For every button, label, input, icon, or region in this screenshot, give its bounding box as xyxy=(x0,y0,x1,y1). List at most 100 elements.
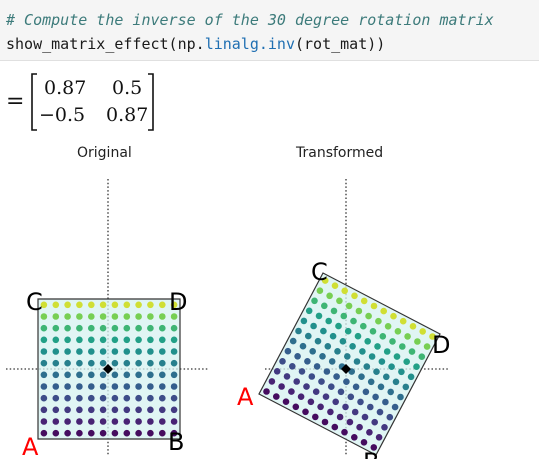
grid-point xyxy=(111,383,119,390)
grid-point xyxy=(299,342,307,350)
grid-point xyxy=(402,383,410,391)
grid-point xyxy=(123,383,131,390)
grid-point xyxy=(307,398,315,406)
grid-point xyxy=(360,322,367,330)
grid-point xyxy=(414,338,421,345)
grid-point xyxy=(366,429,373,436)
grid-point xyxy=(354,332,362,340)
grid-point xyxy=(305,307,313,315)
grid-point xyxy=(170,336,178,344)
grid-point xyxy=(99,394,107,402)
grid-point xyxy=(99,371,107,379)
grid-point xyxy=(292,403,300,411)
grid-point xyxy=(123,324,131,332)
grid-point xyxy=(329,332,337,340)
grid-point xyxy=(408,348,416,355)
grid-point xyxy=(147,383,154,390)
grid-point xyxy=(40,336,48,344)
grid-point xyxy=(76,394,83,402)
grid-point xyxy=(397,393,404,401)
grid-point xyxy=(170,394,178,402)
grid-point xyxy=(319,353,326,360)
grid-point xyxy=(332,398,339,406)
grid-point xyxy=(336,413,344,421)
grid-point xyxy=(135,313,142,320)
grid-point xyxy=(318,378,325,385)
grid-point xyxy=(64,406,71,414)
grid-point xyxy=(310,322,317,330)
grid-point xyxy=(40,429,48,437)
grid-point xyxy=(336,297,343,305)
grid-point xyxy=(76,359,83,367)
matrix-display: 0.87 0.5 −0.5 0.87 xyxy=(30,72,156,132)
grid-point xyxy=(123,371,131,379)
corner-label-a: A xyxy=(22,433,39,459)
grid-point xyxy=(284,347,292,355)
grid-point xyxy=(147,429,154,437)
grid-point xyxy=(351,408,359,416)
grid-point xyxy=(328,383,335,390)
grid-point xyxy=(40,348,48,355)
grid-point xyxy=(342,403,349,411)
grid-point xyxy=(273,393,280,400)
grid-point xyxy=(360,297,368,305)
grid-point xyxy=(64,336,71,344)
grid-point xyxy=(52,394,60,402)
grid-point xyxy=(367,378,375,386)
grid-point xyxy=(343,378,350,385)
grid-point xyxy=(76,418,83,425)
grid-point xyxy=(314,337,322,345)
grid-point xyxy=(399,317,407,325)
grid-point xyxy=(344,327,352,335)
grid-point xyxy=(321,302,328,310)
grid-point xyxy=(99,301,107,309)
grid-point xyxy=(294,353,301,360)
grid-point xyxy=(147,301,154,309)
matrix-cell-r2c1: −0.5 xyxy=(39,104,86,126)
grid-point xyxy=(99,406,107,414)
grid-point xyxy=(52,418,60,425)
grid-point xyxy=(111,418,119,425)
corner-label-b: B xyxy=(168,428,184,456)
grid-point xyxy=(123,313,131,320)
grid-point xyxy=(398,368,405,376)
grid-point xyxy=(289,337,297,345)
grid-point xyxy=(135,301,142,309)
grid-point xyxy=(352,383,360,391)
grid-point xyxy=(345,302,353,310)
grid-point xyxy=(52,371,60,379)
grid-point xyxy=(76,348,83,355)
grid-point xyxy=(374,343,381,350)
grid-point xyxy=(52,324,60,332)
grid-point xyxy=(359,348,366,355)
grid-point xyxy=(52,336,60,344)
grid-point xyxy=(170,301,178,309)
grid-point xyxy=(399,343,406,350)
corner-label-d: D xyxy=(169,288,187,316)
grid-point xyxy=(159,394,166,402)
grid-point xyxy=(388,363,395,370)
grid-point xyxy=(323,368,331,375)
grid-point xyxy=(170,371,178,379)
grid-point xyxy=(111,394,119,402)
grid-point xyxy=(52,348,60,355)
grid-point xyxy=(123,359,131,367)
grid-point xyxy=(351,434,358,441)
equals-sign: = xyxy=(6,89,25,114)
grid-point xyxy=(282,398,290,405)
grid-point xyxy=(356,423,363,431)
grid-point xyxy=(375,317,382,325)
grid-point xyxy=(316,287,324,294)
grid-point xyxy=(111,336,119,344)
grid-point xyxy=(52,301,60,309)
grid-point xyxy=(76,301,83,309)
grid-point xyxy=(88,371,95,379)
grid-point xyxy=(64,418,71,425)
grid-point xyxy=(362,388,370,396)
code-cell[interactable]: # Compute the inverse of the 30 degree r… xyxy=(0,0,539,61)
grid-point xyxy=(52,359,60,367)
corner-label-c: C xyxy=(26,288,43,316)
grid-point xyxy=(377,383,385,391)
grid-point xyxy=(328,358,336,365)
grid-point xyxy=(88,383,95,390)
